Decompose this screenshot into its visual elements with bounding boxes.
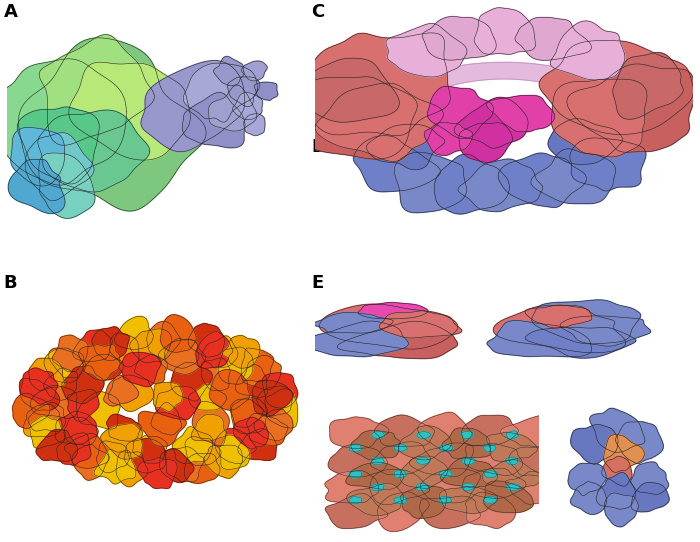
Text: C: C [312,3,325,21]
Text: A: A [4,3,18,21]
Text: D: D [312,138,326,156]
Text: B: B [4,274,17,292]
Text: E: E [312,274,323,292]
